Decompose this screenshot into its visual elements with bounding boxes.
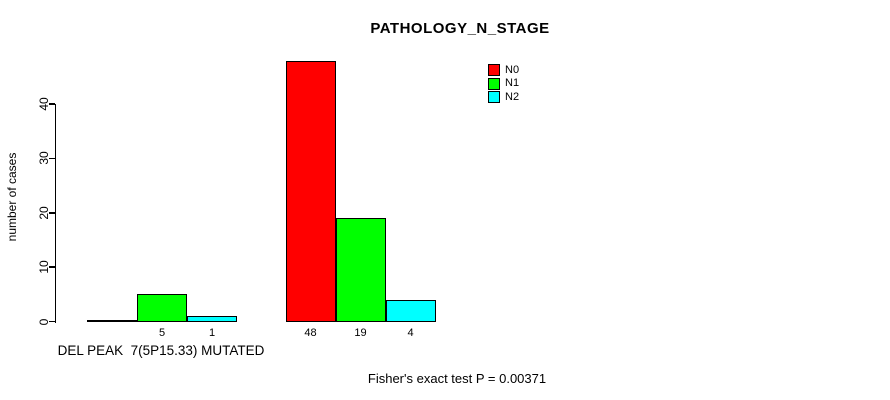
y-tick-mark xyxy=(49,212,55,214)
bar-n2-group2 xyxy=(385,299,436,322)
bar-n1-group1 xyxy=(137,294,187,322)
y-axis-line xyxy=(54,104,56,323)
y-tick-mark xyxy=(49,103,55,105)
x-axis-category-label: DEL PEAK 7(5P15.33) MUTATED xyxy=(57,343,265,358)
legend-item-n0: N0 xyxy=(488,64,519,77)
bar-n2-group1 xyxy=(187,316,237,322)
bar-value-label: 1 xyxy=(208,327,216,339)
bar-value-label: 4 xyxy=(407,327,414,339)
legend-item-n1: N1 xyxy=(488,77,520,91)
legend-swatch-n0 xyxy=(488,64,500,77)
bar-value-label: 48 xyxy=(304,327,317,339)
bar-value-label: 19 xyxy=(354,327,367,339)
legend-label-n2: N2 xyxy=(505,90,520,103)
bar-value-label: 5 xyxy=(158,327,166,339)
y-tick-mark xyxy=(49,266,55,268)
legend-label-n0: N0 xyxy=(505,63,520,76)
bar-n1-group2 xyxy=(335,218,386,322)
y-tick-label: 10 xyxy=(37,260,51,274)
y-tick-mark xyxy=(49,157,55,160)
legend-item-n2: N2 xyxy=(488,91,519,104)
y-tick-mark xyxy=(49,320,55,323)
bar-n0-group1-zero xyxy=(87,320,137,322)
y-tick-label: 30 xyxy=(37,151,51,166)
y-tick-label: 40 xyxy=(37,97,51,111)
legend-swatch-n1 xyxy=(488,77,500,90)
legend-label-n1: N1 xyxy=(505,77,520,90)
caption-fisher-test: Fisher's exact test P = 0.00371 xyxy=(367,371,547,386)
legend-swatch-n2 xyxy=(488,91,500,104)
y-tick-label: 20 xyxy=(37,206,51,220)
chart-title: PATHOLOGY_N_STAGE xyxy=(370,20,550,37)
y-axis-title: number of cases xyxy=(5,152,19,242)
legend: N0 N1 N2 xyxy=(488,64,519,104)
y-tick-label: 0 xyxy=(37,318,51,325)
bar-n0-group2 xyxy=(285,60,336,322)
